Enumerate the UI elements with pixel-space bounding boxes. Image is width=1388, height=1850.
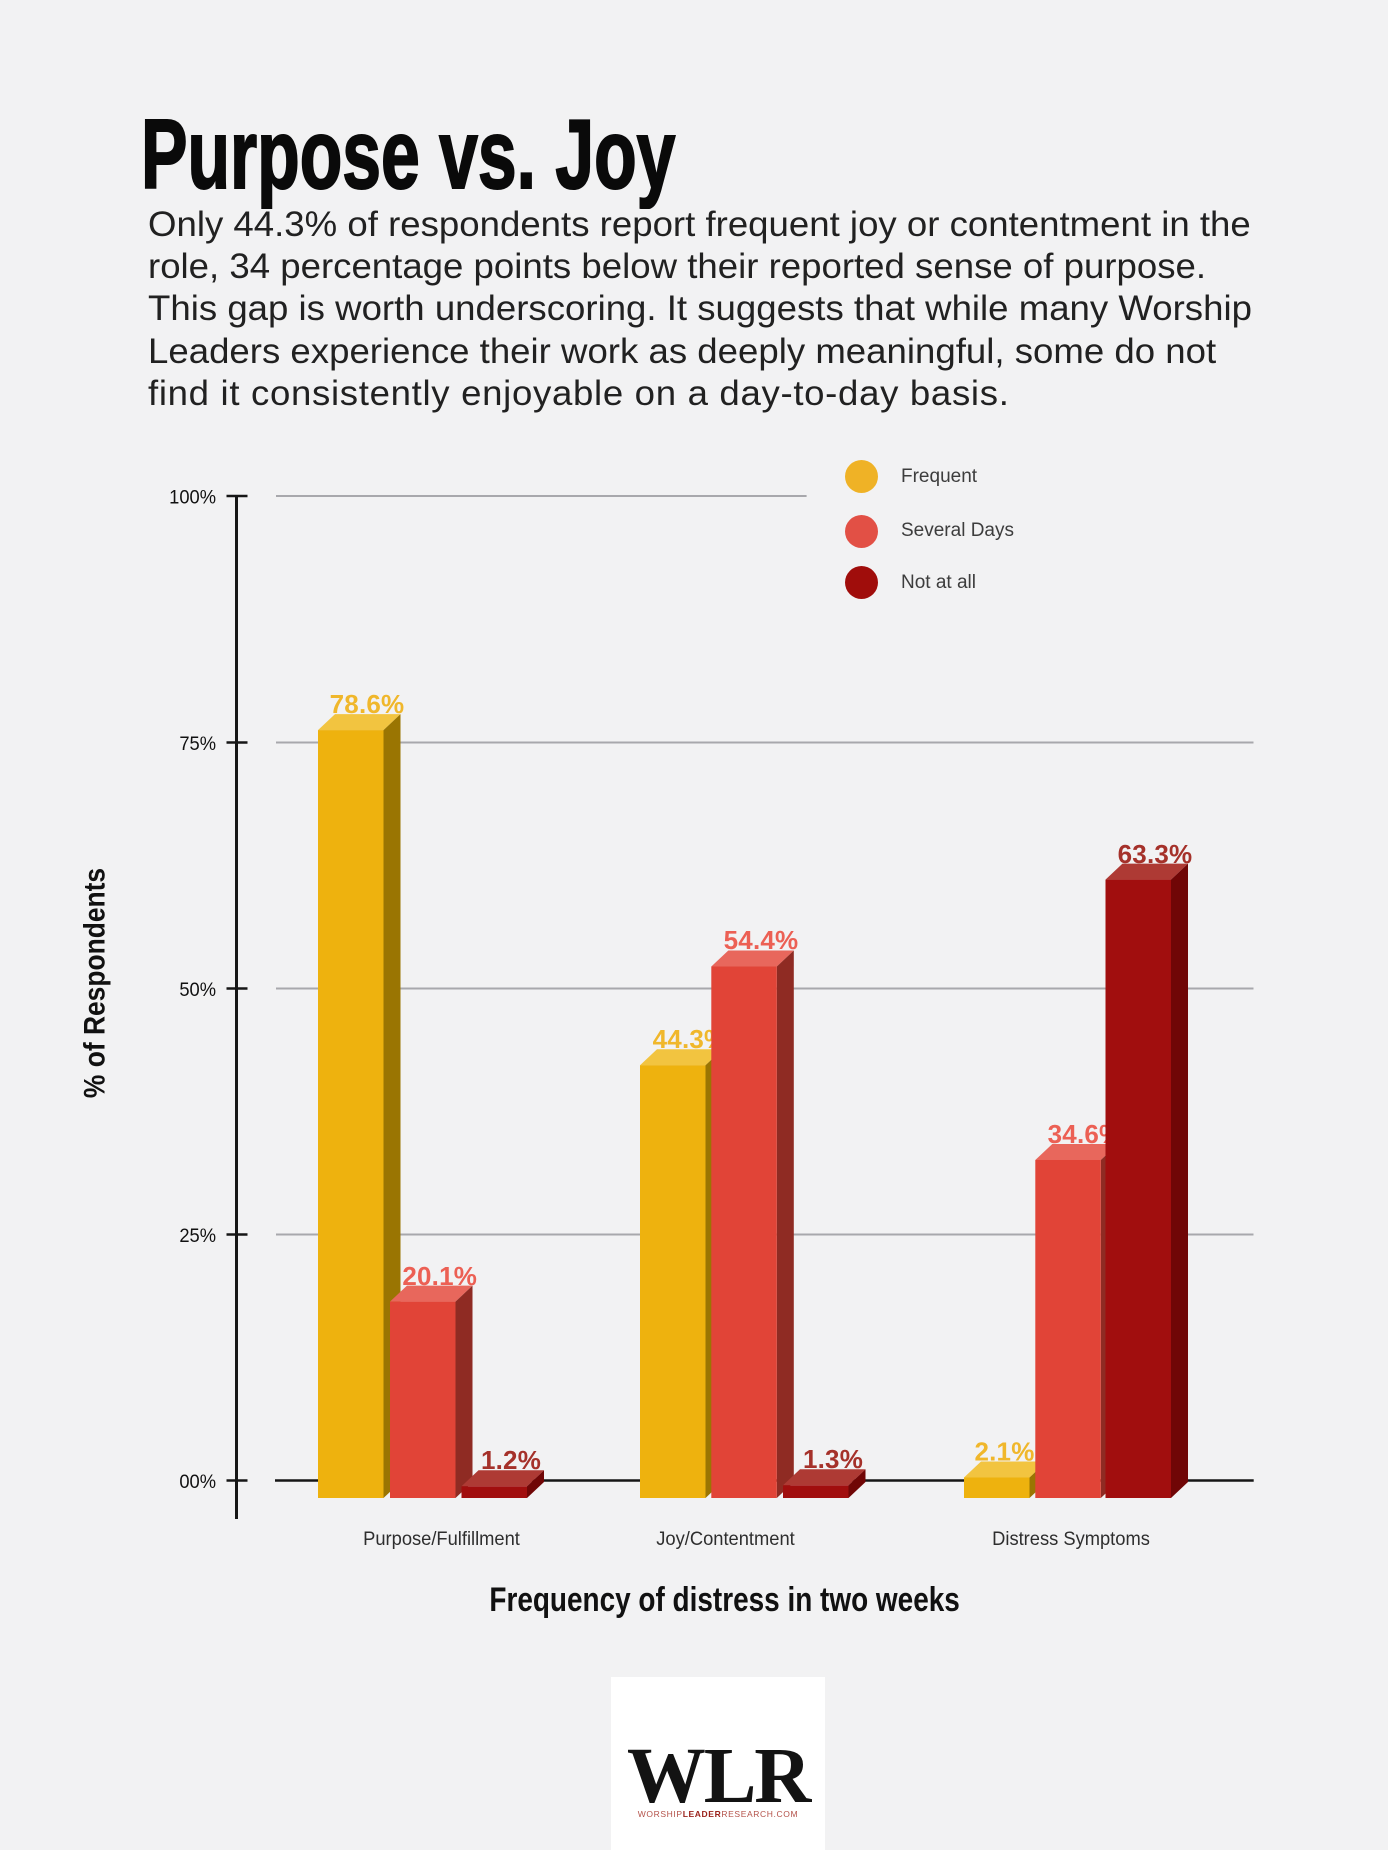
svg-text:Frequency of distress in two w: Frequency of distress in two weeks: [489, 1580, 959, 1618]
svg-text:75%: 75%: [179, 733, 216, 755]
svg-text:63.3%: 63.3%: [1118, 839, 1193, 869]
svg-text:1.3%: 1.3%: [803, 1444, 863, 1474]
svg-text:1.2%: 1.2%: [481, 1445, 541, 1475]
svg-text:78.6%: 78.6%: [330, 689, 405, 719]
svg-text:20.1%: 20.1%: [402, 1261, 477, 1291]
svg-text:00%: 00%: [179, 1471, 216, 1493]
svg-text:Joy/Contentment: Joy/Contentment: [656, 1529, 795, 1551]
svg-text:% of Respondents: % of Respondents: [77, 868, 111, 1098]
svg-text:50%: 50%: [179, 979, 216, 1001]
svg-text:Purpose/Fulfillment: Purpose/Fulfillment: [363, 1529, 520, 1551]
svg-text:2.1%: 2.1%: [974, 1437, 1034, 1467]
svg-text:Distress Symptoms: Distress Symptoms: [992, 1529, 1150, 1551]
svg-text:25%: 25%: [179, 1225, 216, 1247]
svg-text:54.4%: 54.4%: [724, 925, 799, 955]
svg-text:100%: 100%: [169, 487, 216, 509]
